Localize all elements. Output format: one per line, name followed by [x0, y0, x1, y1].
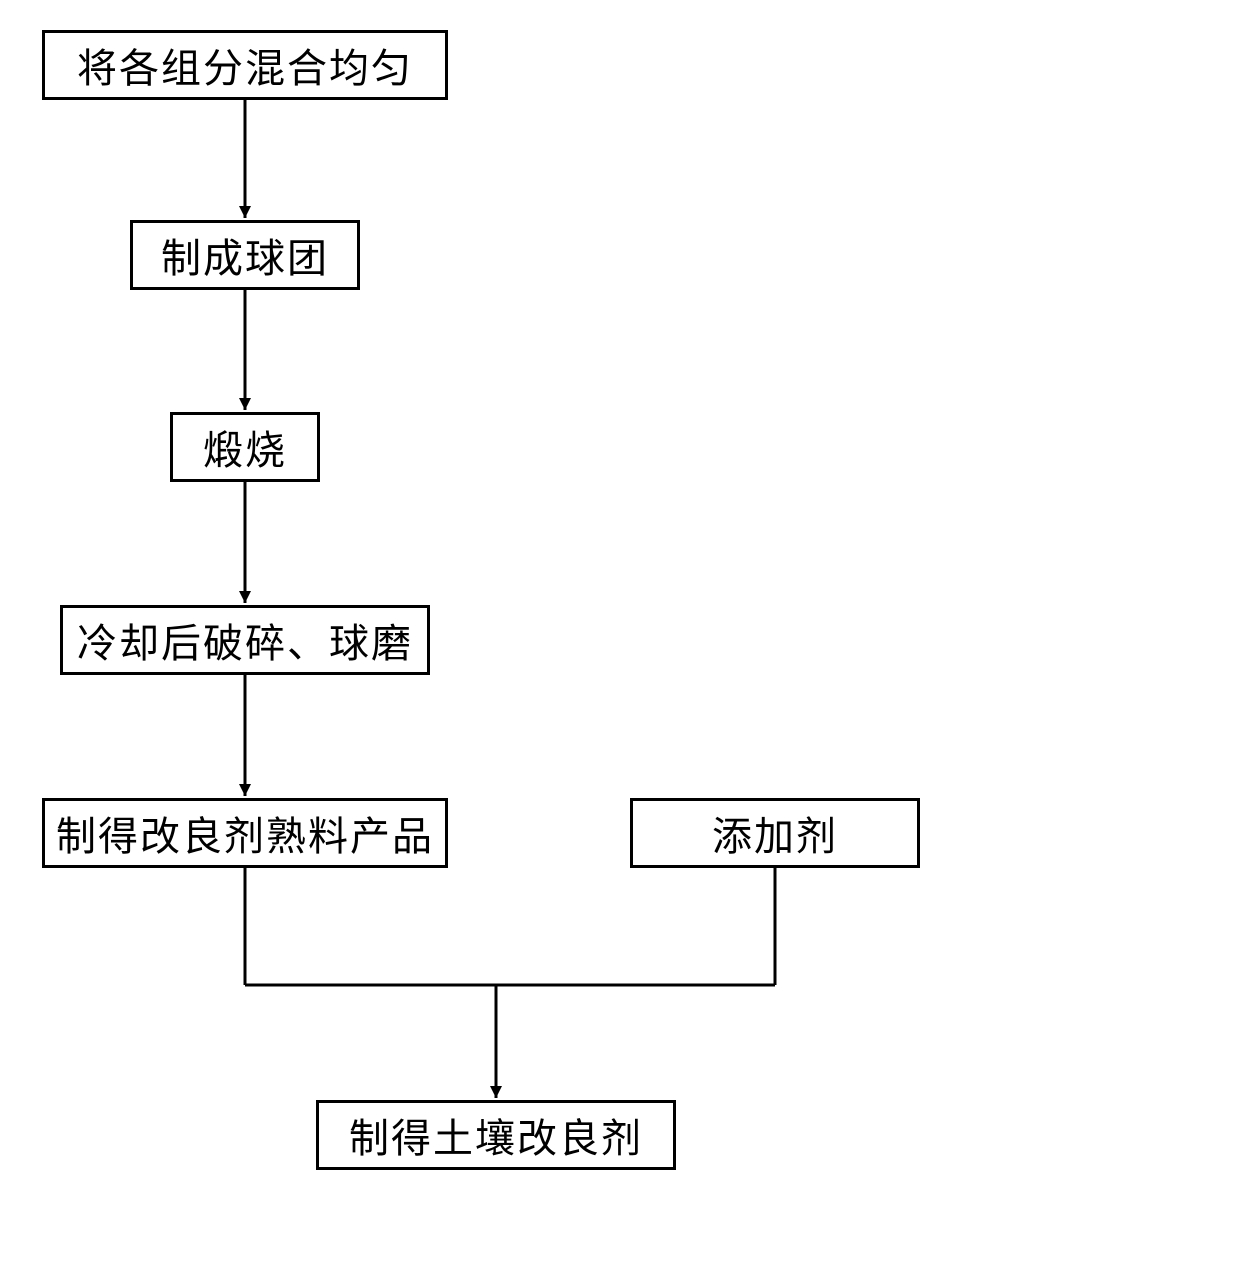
arrow-merge-to-product: [0, 0, 1240, 1268]
